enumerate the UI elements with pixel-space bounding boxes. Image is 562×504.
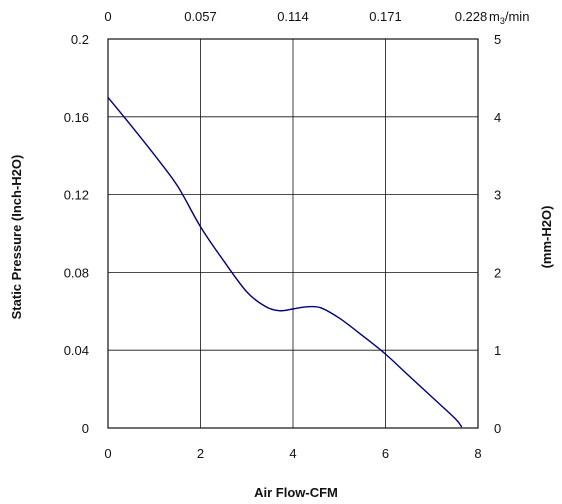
y2-tick-label: 5 bbox=[494, 32, 501, 47]
y-tick-label: 0.08 bbox=[64, 265, 89, 280]
x-tick-label: 4 bbox=[289, 446, 296, 461]
y-axis-title-right: (mm-H2O) bbox=[539, 206, 554, 269]
y2-tick-label: 3 bbox=[494, 188, 501, 203]
y-tick-label: 0.16 bbox=[64, 110, 89, 125]
x-axis-title: Air Flow-CFM bbox=[254, 485, 338, 500]
grid-lines bbox=[108, 39, 478, 428]
y2-tick-label: 0 bbox=[494, 421, 501, 436]
y2-tick-label: 2 bbox=[494, 265, 501, 280]
top-axis-unit: m3/min bbox=[489, 9, 529, 26]
tick-labels: 0 2 4 6 80 0.057 0.114 0.171 0.22800.040.080.120… bbox=[64, 9, 502, 461]
x2-tick-label: 0 bbox=[104, 9, 111, 24]
y-tick-label: 0.04 bbox=[64, 343, 89, 358]
y-tick-label: 0.2 bbox=[71, 32, 89, 47]
x2-tick-label: 0.057 bbox=[184, 9, 217, 24]
y-tick-label: 0.12 bbox=[64, 188, 89, 203]
y-tick-label: 0 bbox=[82, 421, 89, 436]
x-tick-label: 0 bbox=[104, 446, 111, 461]
y2-tick-label: 1 bbox=[494, 343, 501, 358]
x2-tick-label: 0.114 bbox=[277, 9, 309, 24]
plot-frame bbox=[107, 38, 479, 429]
pressure-curve bbox=[107, 96, 463, 428]
x-tick-label: 6 bbox=[382, 446, 389, 461]
x2-tick-label: 0.228 bbox=[455, 9, 488, 24]
x2-tick-label: 0.171 bbox=[369, 9, 402, 24]
top-axis-unit-label: m3/min bbox=[489, 9, 529, 26]
y-axis-title-left: Static Pressure (Inch-H2O) bbox=[9, 155, 24, 320]
y2-tick-label: 4 bbox=[494, 110, 501, 125]
x-tick-label: 2 bbox=[197, 446, 204, 461]
x-tick-label: 8 bbox=[474, 446, 481, 461]
